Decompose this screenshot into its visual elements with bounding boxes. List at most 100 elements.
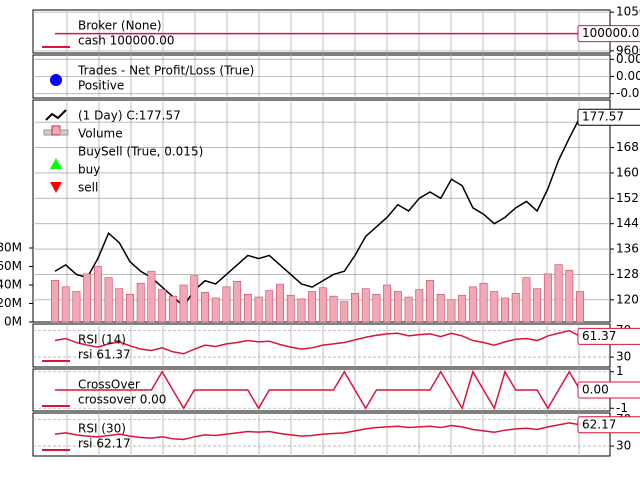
legend-label: cash 100000.00 [78,34,175,48]
legend-label: RSI (30) [78,422,126,436]
y2-tick-label: 0M [4,315,22,329]
legend-label: rsi 61.37 [78,348,131,362]
value-label: 0.00 [582,383,609,397]
volume-bar [61,286,70,323]
panel-frame [32,412,611,457]
value-label: 177.57 [582,110,624,124]
volume-bar [51,280,59,323]
legend-label: sell [78,181,98,195]
value-label: 62.17 [582,417,616,431]
legend-icon [51,125,61,136]
legend-label: rsi 62.17 [78,437,131,451]
volume-bar [243,294,252,323]
series-line [55,369,581,411]
volume-bar [340,301,349,323]
volume-bar [436,294,445,323]
volume-bar [511,293,520,323]
value-label-box [577,327,640,345]
volume-bar [72,291,81,323]
y-tick-label: 168 [616,140,639,154]
volume-bar [297,298,306,323]
volume-bar [576,291,584,323]
legend-icon [59,129,69,136]
volume-bar [201,292,209,323]
y-tick-label: 144 [616,216,639,230]
y-tick-label: 30 [616,350,631,364]
legend-label: buy [78,163,100,177]
legend-label: Broker (None) [78,19,162,33]
volume-bar [554,264,563,323]
volume-bar [329,295,338,323]
legend-label: BuySell (True, 0.015) [78,145,203,159]
y-tick-label: 128 [616,267,639,281]
volume-bar [211,297,220,323]
legend-label: RSI (14) [78,333,126,347]
volume-bar [415,289,424,323]
volume-bar [126,294,134,323]
panel-frame [32,323,611,368]
y-tick-label: 96000 [616,43,640,57]
legend-label: Trades - Net Profit/Loss (True) [77,64,254,78]
volume-bar [426,280,434,323]
volume-bar [158,289,167,323]
volume-bar [83,273,92,323]
volume-bar [468,286,477,323]
volume-bar [222,286,231,323]
volume-bar [233,281,242,323]
volume-bar [168,295,177,323]
volume-bar [533,288,542,323]
volume-bar [543,273,552,323]
volume-bar [447,299,456,323]
value-label: 100000.00 [582,26,640,40]
legend-label: crossover 0.00 [78,393,166,407]
y-tick-label: 136 [616,242,639,256]
volume-bar [351,293,359,323]
volume-bar [115,288,124,323]
y-tick-label: -0.00 [616,86,640,100]
volume-bar [522,277,531,323]
volume-bar [254,296,263,323]
y2-tick-label: 80M [0,241,22,255]
y-tick-label: 0.00 [616,69,640,83]
y2-tick-label: 40M [0,278,22,292]
y2-tick-label: 20M [0,296,22,310]
y-tick-label: 1 [616,364,624,378]
y2-tick-label: 60M [0,259,22,273]
volume-bar [104,277,113,323]
volume-bar [404,296,413,323]
volume-bar [318,287,327,323]
series-line [54,422,581,441]
y-tick-label: 105000 [616,5,640,19]
volume-bar [458,294,467,323]
legend-icon [45,109,67,121]
legend-label: CrossOver [78,378,140,392]
volume-bar [372,294,381,323]
y-tick-label: 120 [616,292,639,306]
volume-bar [136,282,145,323]
volume-bar [286,294,295,323]
y-tick-label: 152 [616,191,639,205]
y-tick-label: 30 [616,439,631,453]
volume-bar [501,297,509,323]
y-tick-label: 0.00 [616,52,640,66]
legend-icon [50,158,62,169]
volume-bar [490,291,499,323]
y-tick-label: 160 [616,165,639,179]
y-tick-label: -1 [616,401,628,415]
value-label-box [577,108,640,126]
volume-bar [179,284,188,323]
volume-bar [393,291,402,323]
legend-icon [50,74,62,86]
legend-label: Volume [78,127,123,141]
volume-bar [265,290,274,323]
legend-label: Positive [78,79,124,93]
legend-icon [50,182,62,193]
volume-bar [565,269,574,323]
volume-bar [479,282,488,323]
legend-icon [43,129,53,136]
series-line [54,116,581,308]
volume-bar [93,266,102,323]
legend-label: (1 Day) C:177.57 [78,109,181,123]
